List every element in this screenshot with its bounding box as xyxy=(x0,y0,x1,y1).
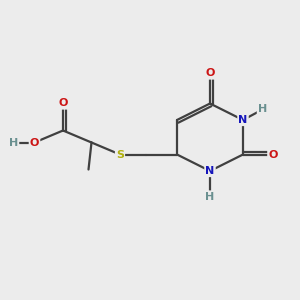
Text: H: H xyxy=(9,137,18,148)
Text: O: O xyxy=(205,68,215,79)
Text: O: O xyxy=(268,149,278,160)
Text: O: O xyxy=(30,137,39,148)
Text: N: N xyxy=(238,115,247,125)
Text: S: S xyxy=(116,149,124,160)
Text: O: O xyxy=(58,98,68,109)
Text: H: H xyxy=(206,191,214,202)
Text: H: H xyxy=(258,104,267,115)
Text: N: N xyxy=(206,166,214,176)
